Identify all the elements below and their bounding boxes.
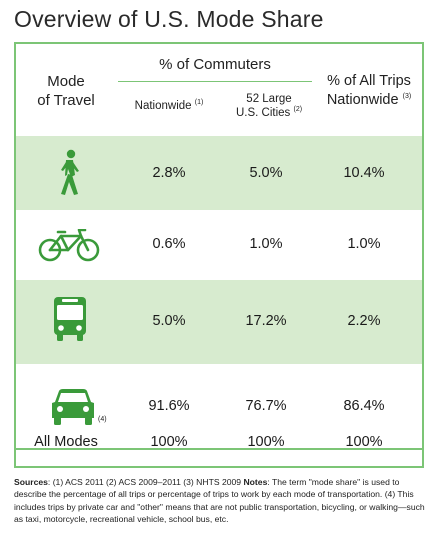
mode-of-travel-header: Mode of Travel (16, 72, 116, 110)
notes-text: : The term "mode share" is used to descr… (14, 477, 425, 524)
table-row-bus: 5.0% 17.2% 2.2% (16, 280, 422, 364)
car-footnote-ref: (4) (98, 416, 107, 423)
notes-label: Notes (243, 477, 268, 487)
sources-text: : (1) ACS 2011 (2) ACS 2009–2011 (3) NHT… (47, 477, 244, 487)
walking-alltrips-value: 10.4% (343, 165, 385, 181)
commuters-divider (118, 81, 312, 82)
cities-header-line1: 52 Large (246, 93, 292, 105)
bicycle-cities-value: 1.0% (249, 236, 283, 252)
all-trips-header: % of All Trips Nationwide (3) (314, 72, 424, 110)
bus-cities-value: 17.2% (245, 313, 287, 329)
table-row-walking: 2.8% 5.0% 10.4% (16, 136, 422, 210)
car-cities-value: 76.7% (245, 398, 287, 414)
car-nationwide-value: 91.6% (148, 398, 190, 414)
bicycle-nationwide-value: 0.6% (152, 236, 186, 252)
alltrips-header-line2: Nationwide (326, 92, 399, 108)
total-cities-value: 100% (247, 434, 285, 450)
bus-alltrips-value: 2.2% (347, 313, 381, 329)
mode-share-table: Mode of Travel % of Commuters Nationwide… (14, 42, 424, 468)
nationwide-footnote-ref: (1) (194, 99, 204, 107)
table-row-car: (4) 91.6% 76.7% 86.4% (16, 364, 422, 448)
total-nationwide-value: 100% (150, 434, 188, 450)
car-icon (52, 389, 94, 425)
large-cities-header: 52 Large U.S. Cities (2) (222, 92, 316, 120)
bus-icon (54, 297, 86, 341)
bicycle-icon (38, 229, 100, 262)
car-alltrips-value: 86.4% (343, 398, 385, 414)
page-title: Overview of U.S. Mode Share (14, 6, 324, 32)
sources-note: Sources: (1) ACS 2011 (2) ACS 2009–2011 … (14, 476, 429, 525)
all-modes-label: All Modes (34, 434, 98, 450)
walking-nationwide-value: 2.8% (152, 165, 186, 181)
pedestrian-icon (61, 149, 79, 195)
sources-label: Sources (14, 477, 48, 487)
cities-header-line2: U.S. Cities (235, 107, 291, 119)
table-row-totals (16, 448, 422, 466)
table-row-bicycle: 0.6% 1.0% 1.0% (16, 210, 422, 280)
walking-cities-value: 5.0% (249, 165, 283, 181)
nationwide-header: Nationwide (1) (120, 99, 218, 112)
alltrips-header-line1: % of All Trips (327, 73, 411, 89)
alltrips-footnote-ref: (3) (402, 93, 412, 101)
nationwide-header-label: Nationwide (134, 100, 192, 112)
mode-header-line1: Mode (47, 73, 85, 90)
bicycle-alltrips-value: 1.0% (347, 236, 381, 252)
mode-header-line2: of Travel (37, 92, 95, 109)
totals-row: All Modes 100% 100% 100% (16, 432, 422, 466)
cities-footnote-ref: (2) (293, 106, 303, 114)
total-alltrips-value: 100% (345, 434, 383, 450)
bus-nationwide-value: 5.0% (152, 313, 186, 329)
totals-divider (16, 448, 422, 450)
commuters-header: % of Commuters (159, 56, 271, 73)
